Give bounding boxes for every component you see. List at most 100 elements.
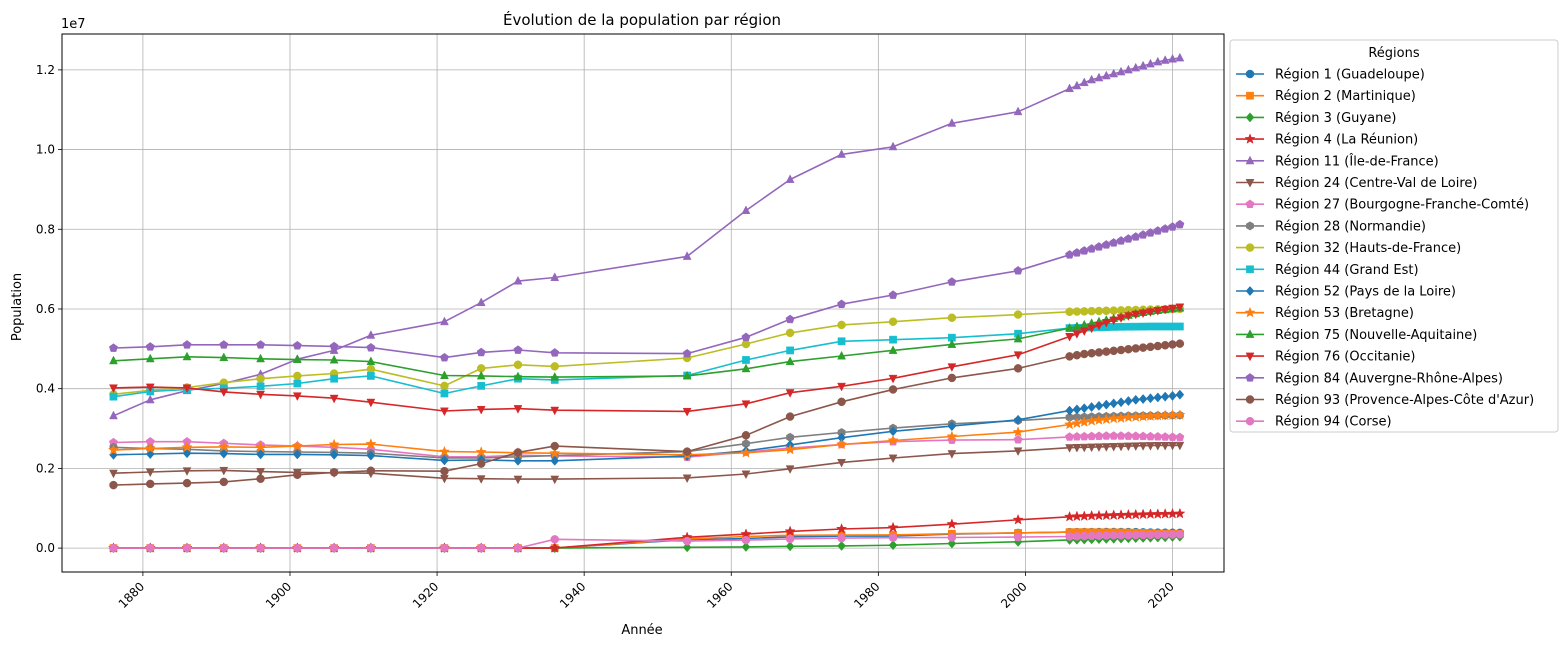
data-point [329, 543, 339, 553]
data-point [1013, 447, 1023, 456]
data-point [837, 149, 846, 158]
data-point [1160, 391, 1170, 402]
y-tick-label: 0.2 [36, 461, 55, 475]
legend-label: Région 76 (Occitanie) [1275, 350, 1416, 365]
data-point [1123, 442, 1133, 452]
data-point [1139, 322, 1147, 331]
legend-label: Région 93 (Provence-Alpes-Côte d'Azur) [1275, 393, 1534, 408]
data-point [476, 475, 486, 484]
data-point [1087, 402, 1096, 412]
series-15 [109, 219, 1185, 362]
data-point [740, 446, 752, 458]
data-point [785, 465, 795, 474]
data-point [1175, 339, 1185, 348]
data-point [888, 533, 898, 542]
data-point [837, 397, 846, 407]
data-point [292, 392, 302, 402]
data-point [1138, 431, 1148, 441]
data-point [550, 362, 559, 371]
data-point [438, 445, 451, 457]
data-point [293, 371, 302, 381]
data-point [785, 314, 795, 324]
data-point [682, 474, 692, 484]
data-point [947, 339, 957, 348]
data-point [1131, 322, 1140, 331]
data-point [219, 352, 229, 362]
data-point [682, 348, 692, 358]
data-point [145, 342, 155, 351]
data-point [1102, 347, 1111, 356]
data-point [1065, 532, 1074, 541]
data-point [550, 348, 560, 357]
data-point [1153, 56, 1163, 66]
data-point [1116, 431, 1126, 440]
data-point [1175, 219, 1185, 229]
data-point [513, 475, 523, 485]
data-point [947, 450, 957, 459]
data-point [1160, 55, 1170, 64]
data-point [1079, 77, 1089, 87]
legend-label: Région 94 (Corse) [1275, 415, 1392, 430]
data-point [1072, 532, 1082, 541]
data-point [256, 543, 265, 553]
data-point [182, 543, 192, 553]
series-5 [109, 52, 1185, 420]
data-point [1138, 309, 1148, 319]
data-point [182, 384, 192, 394]
data-point [1123, 64, 1133, 74]
data-point [1013, 351, 1023, 360]
data-point [550, 371, 560, 381]
data-point [366, 543, 376, 553]
data-point [785, 328, 795, 338]
data-point [182, 448, 192, 459]
data-point [513, 371, 523, 381]
data-point [1138, 530, 1148, 540]
legend-item: Région 4 (La Réunion) [1236, 133, 1418, 148]
data-point [366, 364, 376, 374]
y-tick-label: 0.0 [36, 541, 55, 555]
data-point [476, 347, 486, 357]
data-point [1109, 443, 1119, 452]
series-11 [109, 389, 1185, 466]
data-point [682, 251, 692, 260]
data-point [1102, 531, 1111, 540]
data-point [1079, 403, 1089, 414]
data-point [109, 343, 118, 352]
data-point [947, 313, 957, 322]
data-point [1094, 72, 1104, 82]
data-point [1080, 349, 1089, 359]
x-axis-label: Année [621, 623, 662, 638]
data-point [1168, 390, 1177, 401]
data-point [1138, 343, 1148, 352]
data-point [1065, 444, 1074, 453]
data-point [1013, 414, 1023, 425]
data-point [1094, 531, 1104, 540]
legend-label: Région 11 (Île-de-France) [1275, 153, 1439, 169]
data-point [1160, 530, 1170, 539]
data-point [1072, 80, 1082, 90]
data-point [476, 543, 486, 553]
data-point [682, 447, 692, 456]
data-point [1094, 321, 1104, 331]
data-point [256, 449, 265, 460]
data-point [256, 374, 265, 383]
data-point [1065, 322, 1074, 332]
data-point [1072, 307, 1082, 316]
legend-item: Région 93 (Provence-Alpes-Côte d'Azur) [1236, 393, 1534, 408]
legend-label: Région 2 (Martinique) [1275, 89, 1416, 104]
data-point [1168, 322, 1177, 331]
data-point [1131, 442, 1141, 452]
data-point [1094, 348, 1104, 357]
data-point [145, 383, 155, 393]
data-point [741, 431, 751, 440]
data-point [328, 438, 340, 450]
data-point [366, 398, 376, 408]
data-point [254, 441, 267, 453]
data-point [550, 535, 559, 544]
legend-item: Région 53 (Bretagne) [1236, 306, 1414, 321]
legend-marker [1244, 133, 1256, 144]
legend-marker [1244, 306, 1256, 318]
data-point [109, 392, 118, 401]
data-point [219, 543, 229, 553]
data-point [550, 406, 560, 416]
